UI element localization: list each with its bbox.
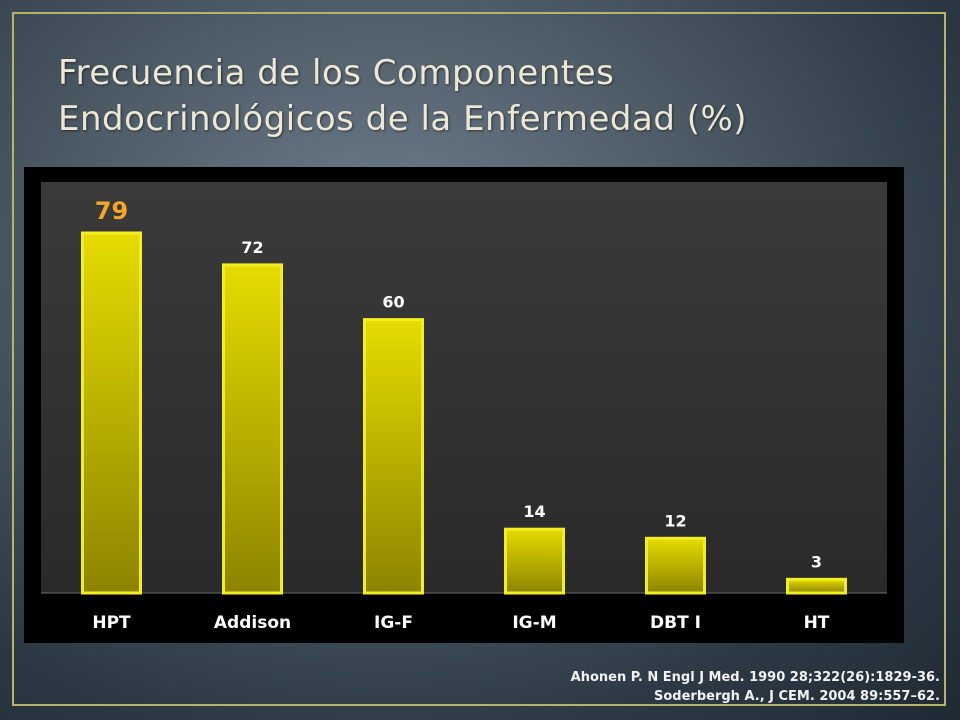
bar-addison xyxy=(222,263,283,595)
bar-chart: 79 HPT 72 Addison 60 IG-F 14 IG-M 12 DBT I 3 HT xyxy=(41,182,887,633)
data-label: 72 xyxy=(241,238,263,257)
slide-title: Frecuencia de los Componentes Endocrinol… xyxy=(58,50,918,142)
plot-area xyxy=(41,182,887,593)
x-tick-label: IG-M xyxy=(512,613,556,633)
slide-frame xyxy=(12,12,946,706)
source-line-2: Soderbergh A., J CEM. 2004 89:557–62. xyxy=(654,689,940,704)
title-line-2: Endocrinológicos de la Enfermedad (%) xyxy=(58,99,748,139)
bar-hpt xyxy=(81,231,142,595)
source-citation: Ahonen P. N Engl J Med. 1990 28;322(26):… xyxy=(340,668,940,706)
bar-ig-f xyxy=(363,318,424,595)
x-tick-label: Addison xyxy=(214,613,291,633)
x-tick-label: DBT I xyxy=(650,613,701,633)
title-line-1: Frecuencia de los Componentes xyxy=(58,53,615,93)
data-label: 12 xyxy=(664,511,686,530)
data-label: 60 xyxy=(382,293,404,312)
x-tick-label: IG-F xyxy=(374,613,413,633)
chart-container: 79 HPT 72 Addison 60 IG-F 14 IG-M 12 DBT I 3 HT xyxy=(24,167,904,643)
bar-dbt-i xyxy=(645,536,706,595)
x-tick-label: HPT xyxy=(92,613,131,633)
source-line-1: Ahonen P. N Engl J Med. 1990 28;322(26):… xyxy=(570,670,940,685)
bar-ht xyxy=(786,577,847,595)
data-label: 79 xyxy=(95,197,128,225)
data-label: 14 xyxy=(523,502,545,521)
data-label: 3 xyxy=(811,552,822,571)
bar-ig-m xyxy=(504,527,565,595)
x-tick-label: HT xyxy=(804,613,830,633)
